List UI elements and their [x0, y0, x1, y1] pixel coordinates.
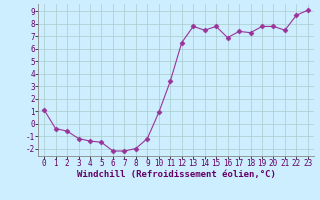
X-axis label: Windchill (Refroidissement éolien,°C): Windchill (Refroidissement éolien,°C) [76, 170, 276, 179]
